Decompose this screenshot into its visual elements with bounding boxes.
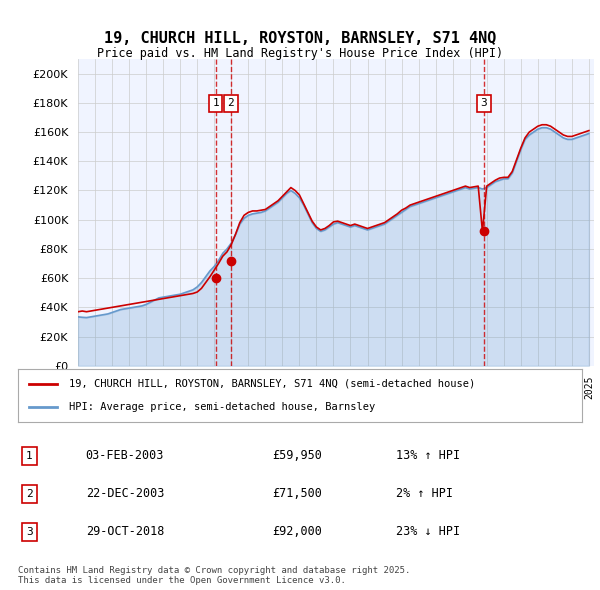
Text: Contains HM Land Registry data © Crown copyright and database right 2025.
This d: Contains HM Land Registry data © Crown c… [18,566,410,585]
Text: 2: 2 [227,99,235,109]
Text: 13% ↑ HPI: 13% ↑ HPI [396,449,460,462]
Text: £59,950: £59,950 [272,449,322,462]
Text: 1: 1 [26,451,32,461]
Text: 1: 1 [212,99,219,109]
Text: £71,500: £71,500 [272,487,322,500]
Text: 19, CHURCH HILL, ROYSTON, BARNSLEY, S71 4NQ: 19, CHURCH HILL, ROYSTON, BARNSLEY, S71 … [104,31,496,46]
Text: Price paid vs. HM Land Registry's House Price Index (HPI): Price paid vs. HM Land Registry's House … [97,47,503,60]
Text: 23% ↓ HPI: 23% ↓ HPI [396,525,460,538]
Text: 19, CHURCH HILL, ROYSTON, BARNSLEY, S71 4NQ (semi-detached house): 19, CHURCH HILL, ROYSTON, BARNSLEY, S71 … [69,379,475,389]
Text: £92,000: £92,000 [272,525,322,538]
Text: HPI: Average price, semi-detached house, Barnsley: HPI: Average price, semi-detached house,… [69,402,375,412]
Text: 2% ↑ HPI: 2% ↑ HPI [396,487,453,500]
Text: 2: 2 [26,489,32,499]
Text: 22-DEC-2003: 22-DEC-2003 [86,487,164,500]
Text: 03-FEB-2003: 03-FEB-2003 [86,449,164,462]
Text: 3: 3 [26,527,32,537]
Text: 3: 3 [481,99,487,109]
Text: 29-OCT-2018: 29-OCT-2018 [86,525,164,538]
